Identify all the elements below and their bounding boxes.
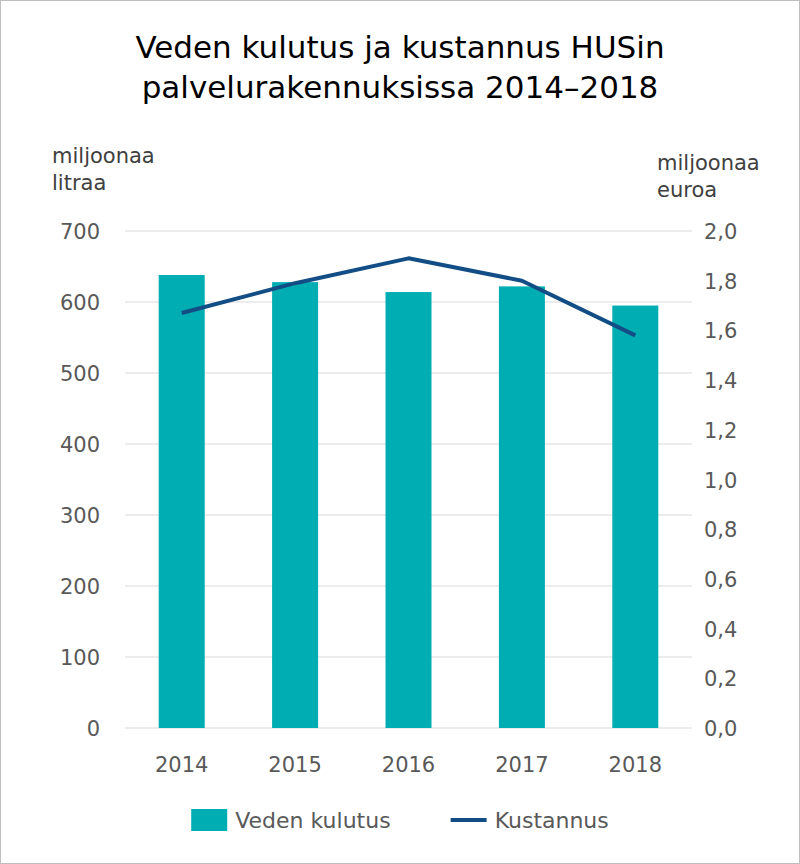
y2-tick-label: 2,0 xyxy=(704,220,737,244)
y2-tick-label: 1,0 xyxy=(704,469,737,493)
y2-tick-label: 0,8 xyxy=(704,518,737,542)
bar xyxy=(272,282,318,728)
legend-item: Kustannus xyxy=(451,808,609,833)
y-tick-label: 0 xyxy=(87,717,100,741)
y2-tick-label: 1,8 xyxy=(704,270,737,294)
y-tick-label: 600 xyxy=(60,291,100,315)
y-tick-label: 300 xyxy=(60,504,100,528)
y-axis-label: miljoonaalitraa xyxy=(52,144,155,195)
bar xyxy=(499,286,545,728)
bar xyxy=(612,306,658,728)
grid-line xyxy=(125,231,692,232)
x-tick-label: 2015 xyxy=(268,753,321,777)
y2-tick xyxy=(692,330,696,331)
y-tick-label: 400 xyxy=(60,433,100,457)
x-tick-label: 2016 xyxy=(382,753,435,777)
chart-border xyxy=(1,1,800,864)
y-tick-label: 200 xyxy=(60,575,100,599)
legend-swatch xyxy=(451,818,487,822)
y2-tick-label: 1,2 xyxy=(704,419,737,443)
y-tick-label: 700 xyxy=(60,220,100,244)
y2-tick-label: 0,0 xyxy=(704,717,737,741)
y2-tick-label: 1,4 xyxy=(704,369,737,393)
y2-tick-label: 0,6 xyxy=(704,568,737,592)
y-tick-label: 100 xyxy=(60,646,100,670)
y2-tick xyxy=(692,578,696,579)
legend-label: Kustannus xyxy=(495,808,609,833)
title: Veden kulutus ja kustannus HUSinpalvelur… xyxy=(135,29,664,105)
x-tick-label: 2018 xyxy=(609,753,662,777)
legend-item: Veden kulutus xyxy=(191,808,390,833)
bar xyxy=(386,292,432,728)
y2-tick-label: 0,2 xyxy=(704,667,737,691)
y2-tick xyxy=(692,380,696,381)
y2-tick xyxy=(692,429,696,430)
legend: Veden kulutus Kustannus xyxy=(191,808,609,833)
y2-tick-label: 0,4 xyxy=(704,618,737,642)
legend-label: Veden kulutus xyxy=(235,808,390,833)
y2-tick xyxy=(692,479,696,480)
plot-area xyxy=(159,258,659,728)
y2-tick-label: 1,6 xyxy=(704,319,737,343)
x-tick-label: 2017 xyxy=(495,753,548,777)
chart: Veden kulutus ja kustannus HUSinpalvelur… xyxy=(0,0,800,864)
legend-swatch xyxy=(191,809,227,831)
y2-tick xyxy=(692,678,696,679)
line xyxy=(182,258,636,335)
y-tick-label: 500 xyxy=(60,362,100,386)
y2-tick xyxy=(692,628,696,629)
y2-axis-label: miljoonaaeuroa xyxy=(657,151,760,202)
bar xyxy=(159,275,205,728)
x-tick-label: 2014 xyxy=(155,753,208,777)
y2-tick xyxy=(692,231,696,232)
y2-tick xyxy=(692,529,696,530)
y2-tick xyxy=(692,728,696,729)
y2-tick xyxy=(692,280,696,281)
